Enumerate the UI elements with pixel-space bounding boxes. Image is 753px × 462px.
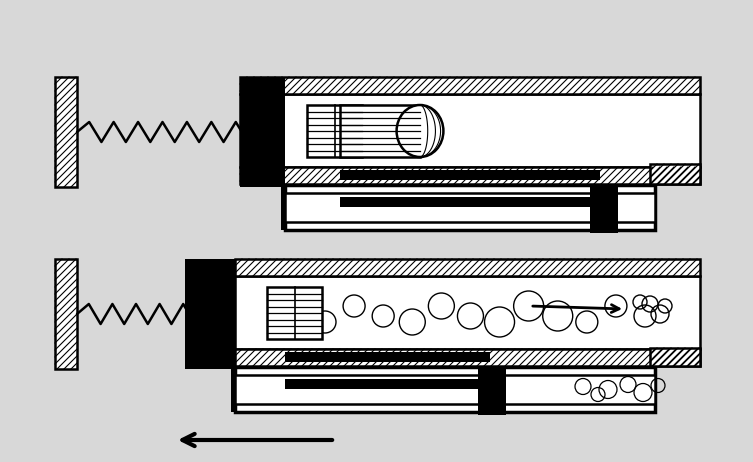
Bar xyxy=(55,259,77,369)
Bar xyxy=(240,167,700,184)
Bar xyxy=(235,349,700,366)
Bar xyxy=(235,375,655,404)
Bar xyxy=(340,197,600,207)
Bar xyxy=(225,367,235,369)
Bar xyxy=(650,348,700,366)
Bar xyxy=(235,259,700,276)
Bar xyxy=(235,276,700,349)
Bar xyxy=(285,379,490,389)
Bar xyxy=(240,94,700,167)
Bar xyxy=(231,367,235,412)
Bar xyxy=(590,184,618,233)
Bar xyxy=(235,367,655,412)
Ellipse shape xyxy=(397,105,444,157)
Bar xyxy=(285,193,655,222)
Bar xyxy=(340,105,420,157)
Bar xyxy=(185,259,235,369)
Bar xyxy=(275,185,285,187)
Bar xyxy=(340,170,600,180)
Bar xyxy=(281,185,285,230)
Bar xyxy=(650,164,700,184)
Bar xyxy=(267,287,322,339)
Bar xyxy=(478,366,506,415)
Bar xyxy=(307,105,362,157)
Bar xyxy=(240,77,700,94)
Bar xyxy=(285,352,490,362)
Bar xyxy=(240,77,285,187)
Bar xyxy=(285,185,655,230)
Bar xyxy=(55,77,77,187)
